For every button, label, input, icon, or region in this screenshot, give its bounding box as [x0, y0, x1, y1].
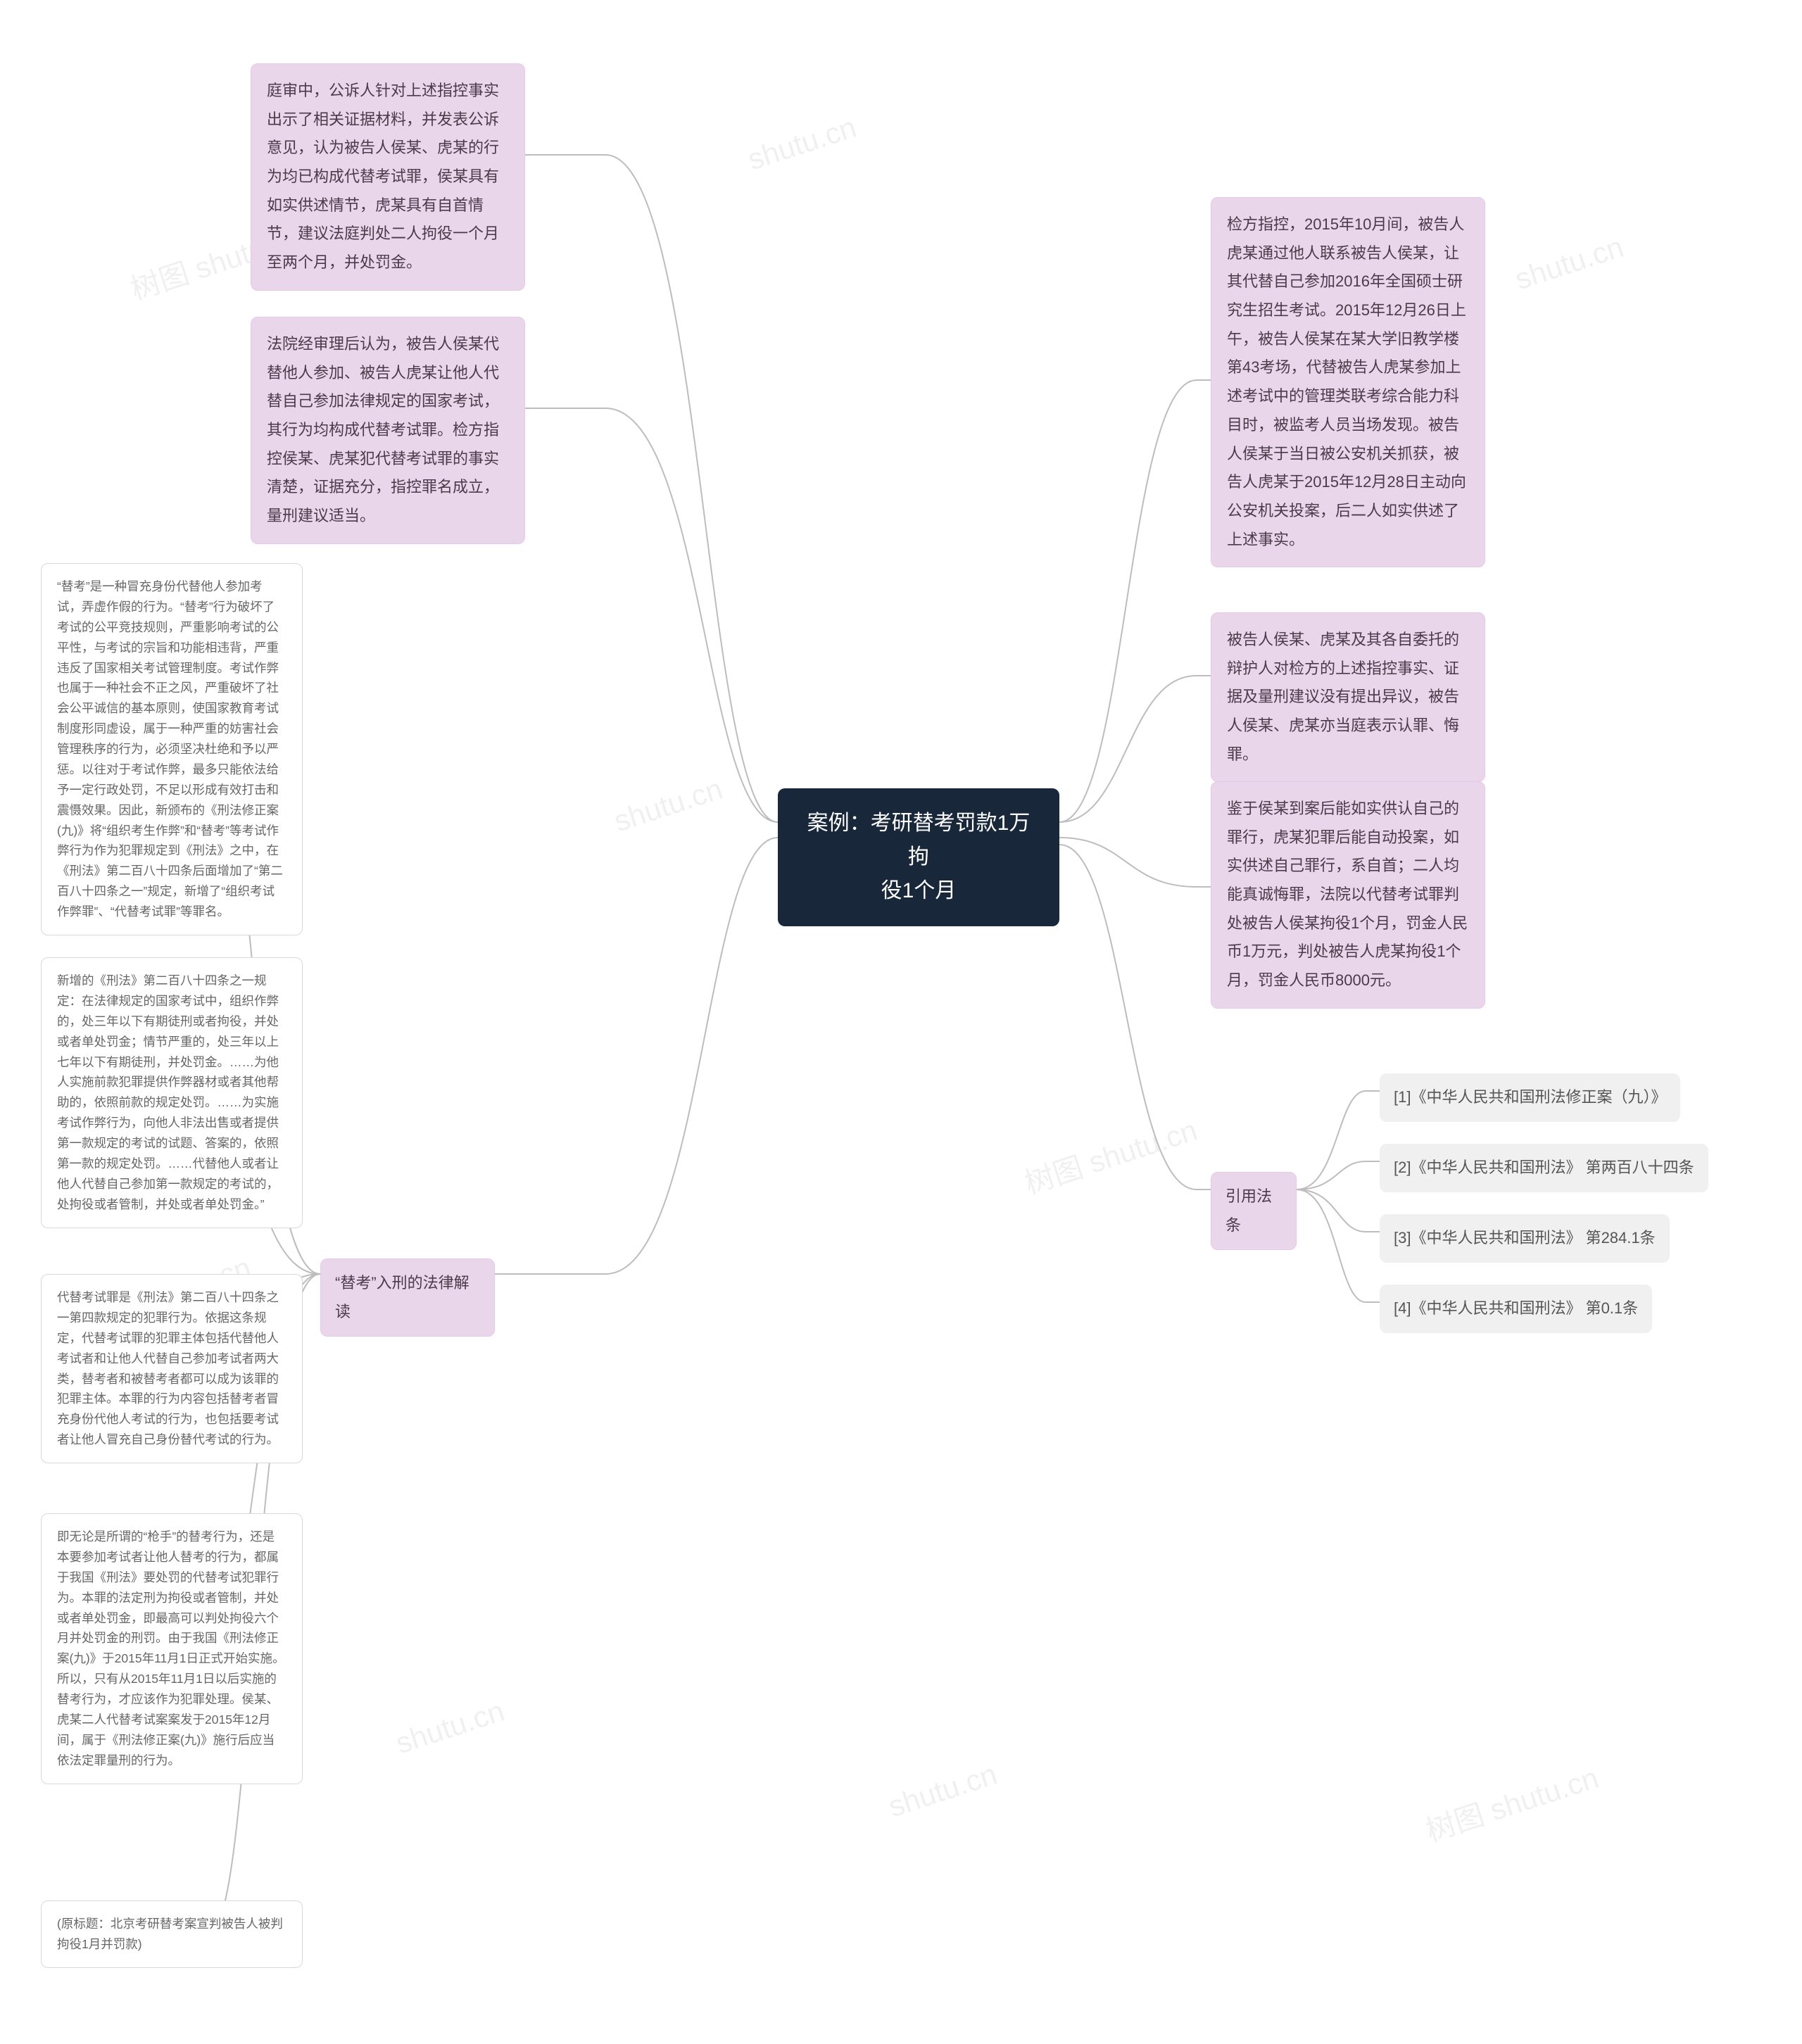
watermark: shutu.cn [1511, 230, 1627, 297]
watermark: shutu.cn [743, 111, 860, 177]
watermark: shutu.cn [884, 1758, 1001, 1824]
right-defendant-response: 被告人侯某、虎某及其各自委托的辩护人对检方的上述指控事实、证据及量刑建议没有提出… [1211, 612, 1485, 782]
watermark: shutu.cn [391, 1694, 508, 1761]
law-item-3: [3]《中华人民共和国刑法》 第284.1条 [1380, 1214, 1670, 1263]
legal-explainer-1: “替考”是一种冒充身份代替他人参加考试，弄虚作假的行为。“替考”行为破坏了考试的… [41, 563, 303, 935]
original-title-note: (原标题：北京考研替考案宣判被告人被判拘役1月并罚款) [41, 1900, 303, 1968]
legal-explainer-3: 代替考试罪是《刑法》第二百八十四条之一第四款规定的犯罪行为。依据这条规定，代替考… [41, 1274, 303, 1463]
legal-explainer-4: 即无论是所谓的“枪手”的替考行为，还是本要参加考试者让他人替考的行为，都属于我国… [41, 1513, 303, 1784]
watermark: 树图 shutu.cn [1420, 1754, 1603, 1850]
left-court-finding: 法院经审理后认为，被告人侯某代替他人参加、被告人虎某让他人代替自己参加法律规定的… [251, 317, 525, 544]
law-item-2: [2]《中华人民共和国刑法》 第两百八十四条 [1380, 1144, 1708, 1192]
law-item-4: [4]《中华人民共和国刑法》 第0.1条 [1380, 1285, 1652, 1333]
legal-explainer-2: 新增的《刑法》第二百八十四条之一规定：在法律规定的国家考试中，组织作弊的，处三年… [41, 957, 303, 1228]
watermark: 树图 shutu.cn [1019, 1106, 1202, 1203]
root-title-line2: 役1个月 [881, 879, 957, 902]
root-node: 案例：考研替考罚款1万拘 役1个月 [778, 788, 1059, 926]
watermark: shutu.cn [610, 772, 726, 839]
cited-laws-heading: 引用法条 [1211, 1172, 1297, 1250]
law-item-1: [1]《中华人民共和国刑法修正案（九）》 [1380, 1073, 1680, 1122]
legal-interpretation-heading: “替考”入刑的法律解读 [320, 1258, 495, 1337]
root-title-line1: 案例：考研替考罚款1万拘 [807, 812, 1031, 869]
right-sentencing: 鉴于侯某到案后能如实供认自己的罪行，虎某犯罪后能自动投案，如实供述自己罪行，系自… [1211, 781, 1485, 1009]
right-prosecution-facts: 检方指控，2015年10月间，被告人虎某通过他人联系被告人侯某，让其代替自己参加… [1211, 197, 1485, 567]
left-prosecution-opinion: 庭审中，公诉人针对上述指控事实出示了相关证据材料，并发表公诉意见，认为被告人侯某… [251, 63, 525, 291]
